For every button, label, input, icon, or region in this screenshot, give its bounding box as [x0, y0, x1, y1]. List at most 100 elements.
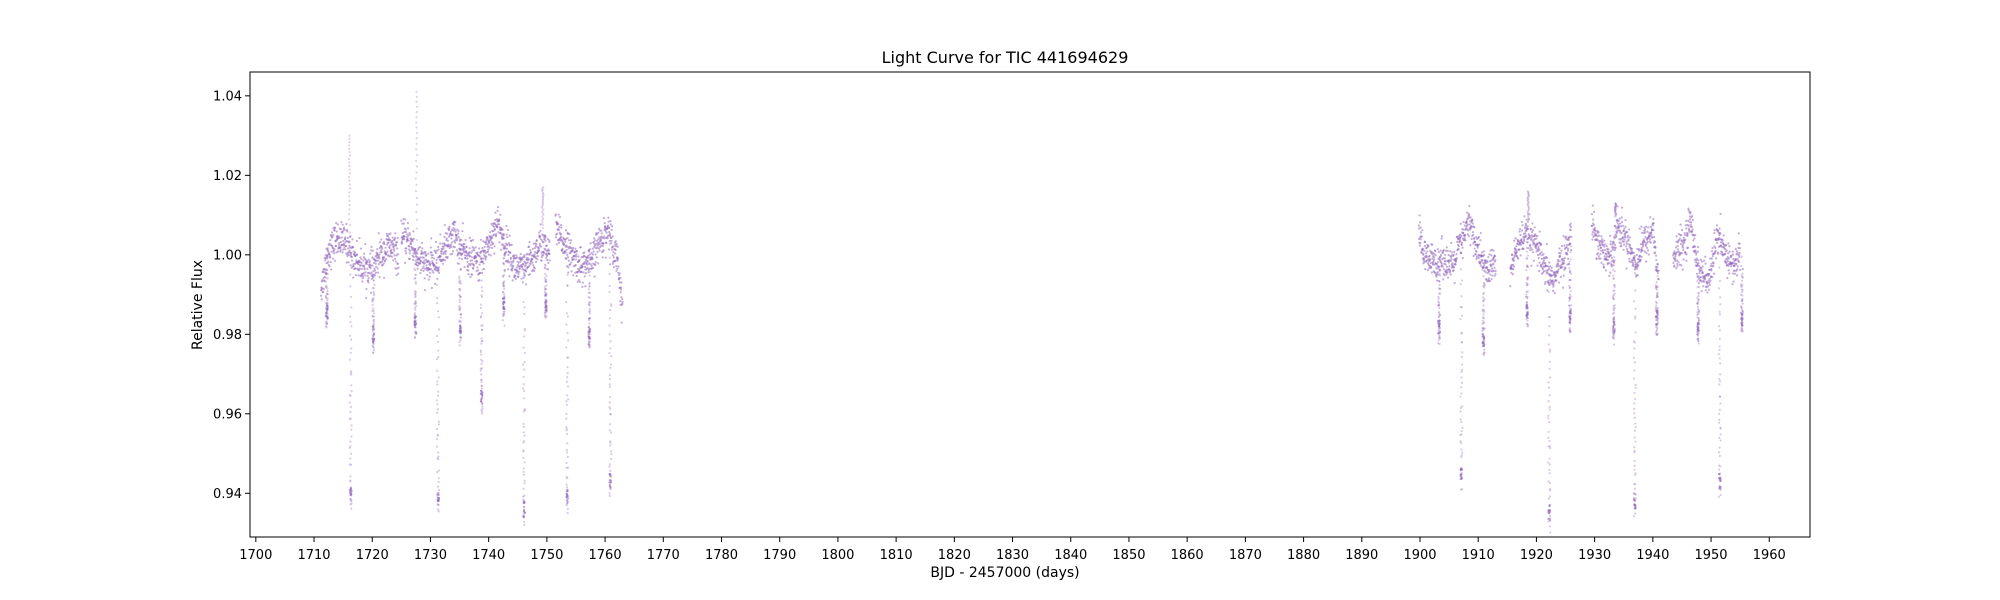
- flux-point: [593, 242, 596, 246]
- x-tick-label: 1890: [1345, 548, 1378, 563]
- flux-point: [541, 217, 545, 220]
- flux-point: [348, 134, 351, 137]
- flux-point: [498, 219, 501, 223]
- flux-point: [466, 257, 469, 260]
- flux-point: [1482, 254, 1486, 257]
- flux-point: [1489, 273, 1492, 276]
- flux-point: [451, 250, 455, 253]
- flux-point: [1718, 473, 1721, 476]
- flux-point: [1438, 292, 1441, 295]
- flux-point: [1703, 277, 1707, 280]
- flux-point: [421, 267, 424, 270]
- flux-point: [348, 191, 351, 194]
- flux-point: [1485, 278, 1488, 281]
- flux-point: [371, 315, 374, 318]
- flux-point: [1447, 261, 1450, 264]
- flux-point: [1697, 295, 1700, 298]
- flux-point: [395, 273, 398, 277]
- flux-point: [1534, 246, 1538, 250]
- flux-point: [1741, 330, 1744, 333]
- flux-point: [566, 442, 569, 445]
- flux-point: [1460, 448, 1463, 451]
- flux-point: [451, 252, 454, 255]
- flux-point: [1741, 302, 1744, 305]
- flux-point: [414, 300, 417, 303]
- flux-point: [1613, 323, 1616, 326]
- flux-point: [492, 242, 495, 245]
- flux-point: [609, 340, 612, 343]
- flux-point: [1684, 219, 1688, 223]
- flux-point: [455, 233, 458, 237]
- flux-point: [454, 220, 457, 223]
- flux-point: [608, 226, 611, 230]
- flux-point: [1467, 229, 1470, 232]
- flux-point: [437, 316, 440, 319]
- flux-point: [1614, 202, 1618, 206]
- flux-point: [459, 320, 462, 323]
- flux-point: [565, 323, 568, 326]
- flux-point: [1565, 246, 1568, 249]
- flux-point: [479, 315, 483, 318]
- flux-point: [1634, 512, 1637, 515]
- flux-point: [349, 440, 352, 443]
- flux-point: [1437, 304, 1440, 307]
- x-tick-label: 1960: [1753, 548, 1786, 563]
- flux-point: [1494, 269, 1497, 272]
- flux-point: [377, 263, 380, 266]
- flux-point: [602, 242, 605, 245]
- flux-point: [524, 264, 527, 267]
- flux-point: [1600, 238, 1604, 241]
- flux-point: [565, 495, 568, 498]
- flux-point: [441, 262, 445, 265]
- flux-point: [324, 295, 327, 299]
- flux-point: [1419, 241, 1422, 245]
- flux-point: [1546, 256, 1549, 259]
- flux-point: [480, 294, 483, 297]
- flux-point: [566, 284, 569, 287]
- flux-point: [458, 262, 461, 266]
- flux-point: [1481, 327, 1485, 330]
- flux-point: [1436, 248, 1440, 251]
- flux-point: [1461, 488, 1464, 491]
- flux-point: [1620, 231, 1623, 235]
- flux-point: [367, 277, 370, 280]
- flux-point: [1633, 256, 1636, 259]
- x-tick-label: 1920: [1520, 548, 1553, 563]
- flux-point: [1436, 267, 1439, 270]
- flux-point: [425, 264, 428, 267]
- flux-point: [348, 240, 351, 243]
- flux-point: [1438, 322, 1441, 326]
- flux-point: [360, 267, 363, 270]
- flux-point: [1530, 237, 1533, 240]
- flux-point: [1547, 436, 1550, 439]
- flux-point: [458, 307, 461, 310]
- flux-point: [1655, 267, 1658, 270]
- flux-point: [1438, 313, 1442, 316]
- flux-point: [1691, 218, 1694, 222]
- flux-point: [397, 272, 400, 275]
- flux-point: [458, 308, 461, 312]
- flux-point: [1644, 244, 1647, 247]
- flux-point: [1718, 395, 1721, 398]
- flux-point: [1713, 231, 1716, 235]
- flux-point: [1728, 272, 1731, 275]
- flux-point: [472, 238, 475, 242]
- flux-point: [607, 220, 610, 223]
- flux-point: [557, 241, 560, 245]
- flux-point: [507, 253, 510, 257]
- flux-point: [1527, 207, 1530, 210]
- flux-point: [442, 258, 445, 262]
- flux-point: [1525, 301, 1528, 304]
- flux-point: [510, 262, 513, 265]
- flux-point: [1612, 327, 1615, 330]
- flux-point: [1607, 251, 1610, 254]
- flux-point: [1719, 426, 1722, 429]
- flux-point: [1674, 255, 1677, 258]
- flux-point: [1521, 229, 1524, 232]
- flux-point: [1439, 253, 1443, 256]
- flux-point: [543, 290, 547, 293]
- flux-point: [615, 245, 618, 248]
- flux-point: [409, 240, 412, 244]
- flux-point: [1656, 332, 1659, 335]
- flux-point: [372, 292, 375, 295]
